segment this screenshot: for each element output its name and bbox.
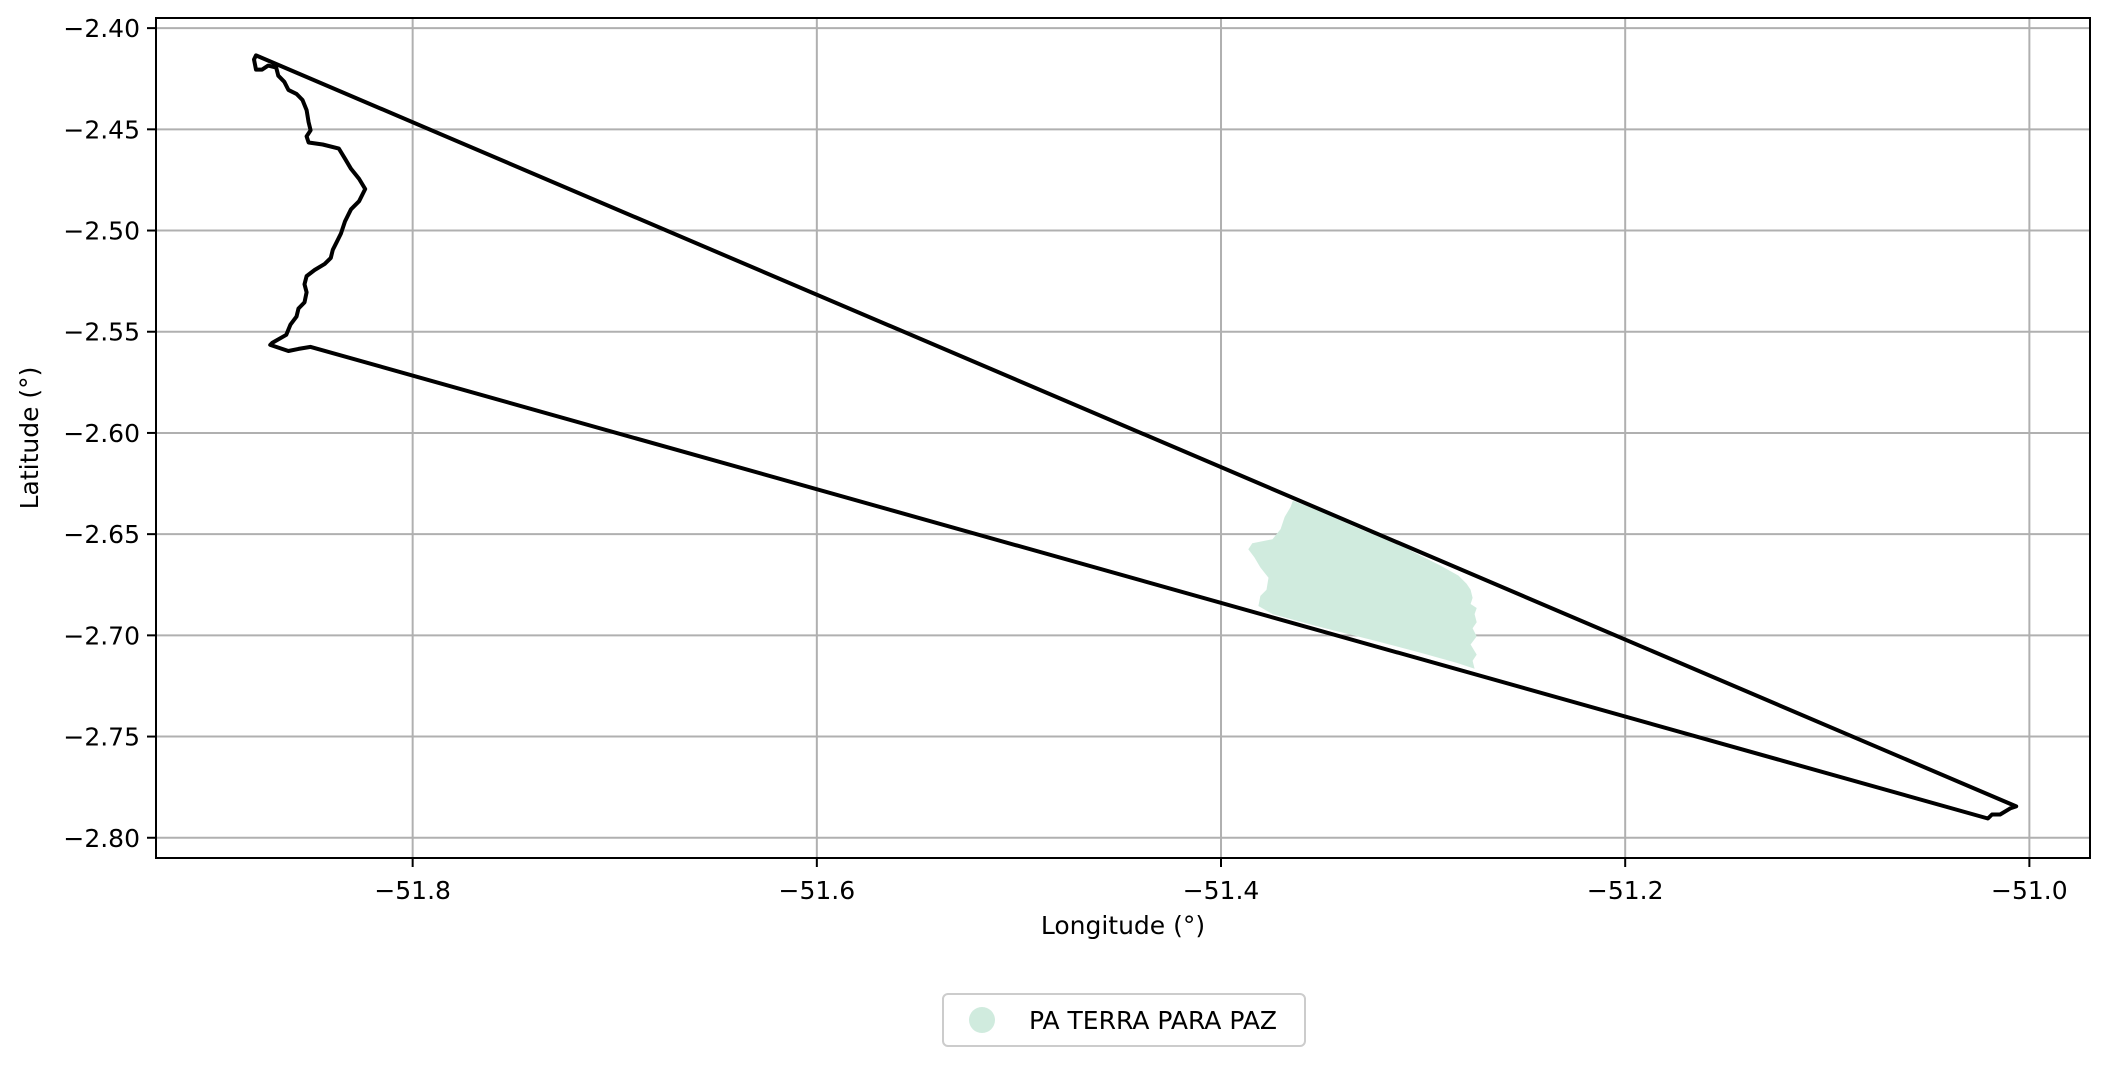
y-tick-label: −2.60 — [63, 419, 140, 448]
legend: PA TERRA PARA PAZ — [942, 993, 1306, 1047]
y-axis-title: Latitude (°) — [15, 367, 44, 510]
y-tick-label: −2.65 — [63, 520, 140, 549]
y-tick-label: −2.55 — [63, 318, 140, 347]
legend-label: PA TERRA PARA PAZ — [1029, 1006, 1277, 1035]
x-tick-label: −51.2 — [1587, 876, 1664, 905]
x-tick-label: −51.8 — [374, 876, 451, 905]
plot-background — [156, 18, 2090, 858]
y-tick-label: −2.70 — [63, 621, 140, 650]
y-tick-label: −2.40 — [63, 14, 140, 43]
x-tick-label: −51.0 — [1991, 876, 2068, 905]
area-polygon — [1248, 500, 1477, 669]
grid-lines — [156, 18, 2090, 858]
y-tick-label: −2.45 — [63, 115, 140, 144]
legend-frame — [942, 993, 1306, 1047]
y-axis: −2.40 −2.45 −2.50 −2.55 −2.60 −2.65 −2.70 −2.75… — [63, 14, 156, 853]
legend-swatch-icon — [969, 1007, 995, 1033]
x-tick-label: −51.4 — [1183, 876, 1260, 905]
polygons-layer — [1248, 500, 1477, 669]
y-tick-label: −2.50 — [63, 217, 140, 246]
x-tick-label: −51.6 — [779, 876, 856, 905]
x-axis: −51.8 −51.6 −51.4 −51.2 −51.0 — [374, 858, 2068, 905]
boundary-outline — [252, 53, 2019, 821]
plot-area — [155, 17, 2091, 859]
y-tick-label: −2.80 — [63, 824, 140, 853]
plot-frame — [155, 17, 2091, 859]
y-tick-label: −2.75 — [63, 723, 140, 752]
x-axis-title: Longitude (°) — [1041, 911, 1205, 940]
boundary-layer — [252, 53, 2019, 821]
